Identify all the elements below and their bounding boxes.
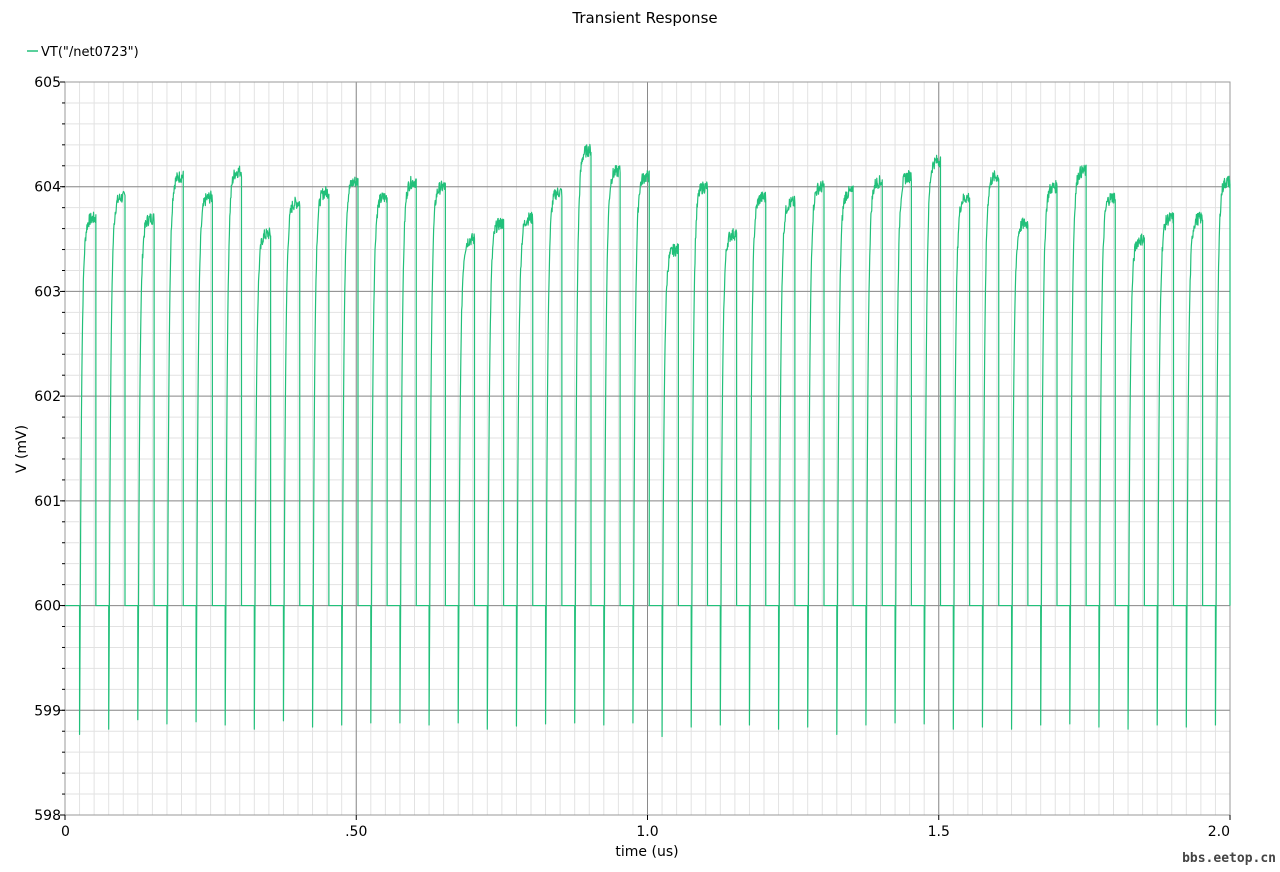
watermark: bbs.eetop.cn: [1182, 851, 1276, 866]
x-axis: 0 .50 1.0 1.5 2.0: [61, 815, 1231, 840]
chart-title: Transient Response: [571, 9, 717, 27]
y-tick-label: 602: [34, 389, 61, 405]
legend[interactable]: VT("/net0723"): [27, 45, 139, 60]
series-layer: [65, 143, 1231, 738]
legend-label-net0723: VT("/net0723"): [41, 45, 139, 60]
y-tick-label: 600: [34, 599, 61, 615]
y-tick-label: 603: [34, 284, 61, 300]
y-axis: 598 599 600 601 602 603 604 605: [34, 75, 65, 824]
x-tick-label: 1.0: [636, 824, 658, 840]
x-tick-label: 2.0: [1208, 824, 1230, 840]
y-tick-label: 605: [34, 75, 61, 91]
y-tick-label: 604: [34, 180, 61, 196]
x-tick-label: 1.5: [928, 824, 950, 840]
series-line-net0723: [65, 143, 1231, 738]
y-tick-label: 598: [34, 808, 61, 824]
x-tick-label: .50: [345, 824, 367, 840]
x-tick-label: 0: [61, 824, 70, 840]
x-axis-label: time (us): [615, 844, 678, 860]
y-axis-label: V (mV): [14, 425, 30, 473]
y-tick-label: 599: [34, 703, 61, 719]
y-tick-label: 601: [34, 494, 61, 510]
